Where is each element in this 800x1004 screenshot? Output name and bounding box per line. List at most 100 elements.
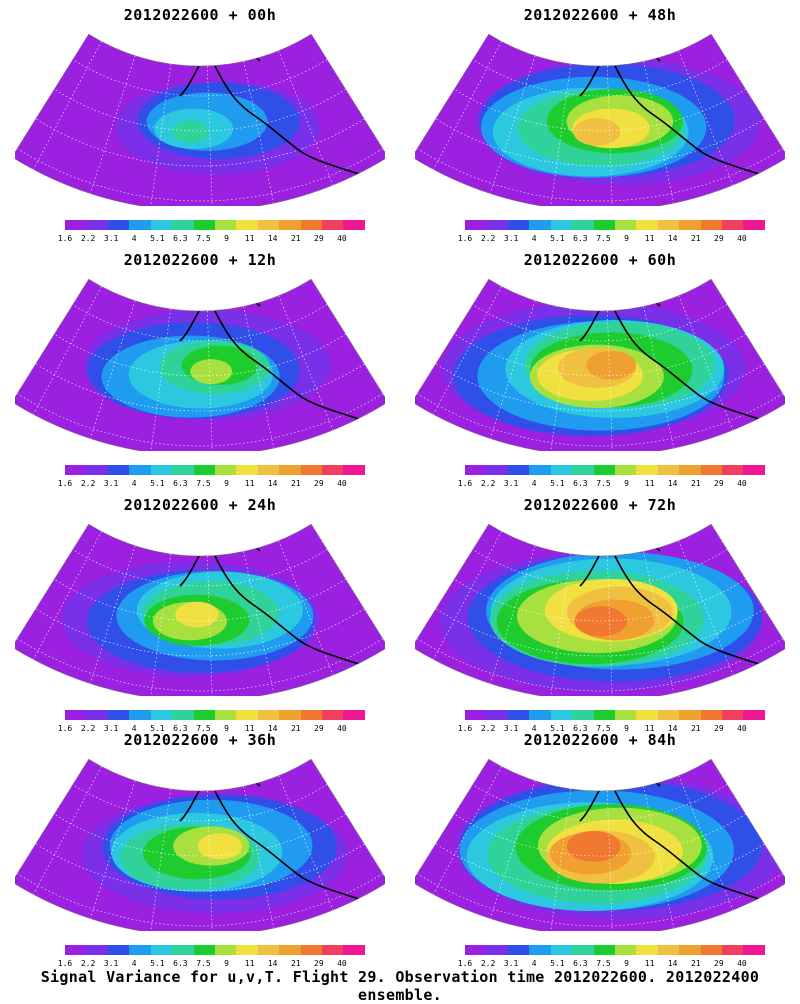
colorbar-swatch — [529, 945, 551, 955]
colorbar-swatch — [236, 710, 258, 720]
colorbar-swatch — [343, 710, 365, 720]
colorbar-swatch — [150, 465, 173, 475]
parallel-line — [54, 813, 346, 857]
colorbar-tick-label: 14 — [667, 479, 678, 488]
colorbar-swatch — [657, 465, 680, 475]
variance-map — [415, 278, 785, 451]
parallel-line — [454, 88, 746, 132]
colorbar-swatch — [614, 710, 637, 720]
colorbar-tick-label: 21 — [290, 479, 301, 488]
colorbar-swatch — [465, 465, 487, 475]
parallel-line — [472, 784, 728, 822]
colorbar-swatch — [107, 710, 130, 720]
variance-contour — [190, 359, 233, 385]
colorbar-swatch — [572, 220, 594, 230]
panel-48h: 2012022600 + 48h 1.6 2.2 3.1 4 5.1 6.3 7.5 9 11 1… — [405, 0, 795, 245]
colorbar-swatch — [636, 945, 658, 955]
meridian-line — [490, 300, 536, 439]
colorbar-swatch — [279, 465, 301, 475]
colorbar-swatch — [572, 710, 594, 720]
meridian-line — [33, 41, 102, 170]
colorbar-swatch — [107, 220, 130, 230]
panel-title: 2012022600 + 12h — [123, 251, 277, 269]
colorbar-tick-label: 9 — [624, 959, 629, 968]
colorbar-tick-label: 11 — [644, 724, 655, 733]
colorbar-tick-label: 7.5 — [196, 234, 211, 243]
meridian-line — [90, 780, 136, 919]
colorbar-swatch — [214, 710, 237, 720]
colorbar-swatch — [465, 710, 487, 720]
colorbar-swatch — [300, 710, 323, 720]
colorbar-swatch — [486, 465, 508, 475]
variance-map — [415, 758, 785, 931]
variance-map — [15, 523, 385, 696]
colorbar-swatch — [593, 220, 615, 230]
colorbar-swatch — [107, 945, 130, 955]
meridian-line — [207, 65, 213, 206]
colorbar-swatch — [743, 465, 765, 475]
colorbar-tick-label: 6.3 — [573, 234, 588, 243]
parallel-line — [454, 813, 746, 857]
colorbar-tick-label: 5.1 — [550, 479, 565, 488]
panel-84h: 2012022600 + 84h 1.6 2.2 3.1 4 5.1 6.3 7.5 9 11 1… — [405, 725, 795, 970]
parallel-line — [417, 148, 783, 202]
colorbar-swatch — [150, 710, 173, 720]
colorbar-tick-label: 29 — [714, 479, 724, 488]
colorbar-labels: 1.6 2.2 3.1 4 5.1 6.3 7.5 9 11 14 21 29 40 — [450, 724, 780, 734]
colorbar-swatch — [486, 710, 508, 720]
colorbar-tick-label: 4 — [531, 959, 537, 968]
meridian-line — [490, 545, 536, 684]
colorbar-swatch — [65, 220, 87, 230]
colorbar-swatch — [529, 465, 551, 475]
colorbar-swatch — [614, 945, 637, 955]
parallel-line — [417, 638, 783, 692]
colorbar-swatch — [300, 220, 323, 230]
colorbar-tick-label: 6.3 — [173, 959, 188, 968]
colorbar-tick-label: 2.2 — [480, 234, 496, 243]
map-outline — [415, 758, 785, 931]
variance-contour — [197, 833, 243, 860]
colorbar-swatch — [657, 945, 680, 955]
colorbar-swatch — [107, 465, 130, 475]
parallel-line — [417, 393, 783, 447]
colorbar-tick-label: 21 — [690, 479, 701, 488]
colorbar-tick-label: 1.6 — [457, 724, 473, 733]
variance-map — [15, 758, 385, 931]
colorbar-tick-label: 14 — [667, 234, 678, 243]
meridian-line — [207, 790, 213, 931]
colorbar-tick-label: 14 — [267, 959, 278, 968]
parallel-line — [17, 393, 383, 447]
colorbar-tick-label: 4 — [531, 234, 537, 243]
colorbar-tick-label: 7.5 — [596, 724, 611, 733]
meridian-line — [490, 780, 536, 919]
colorbar-swatch — [507, 945, 530, 955]
colorbar — [465, 945, 765, 955]
colorbar-tick-label: 29 — [314, 234, 324, 243]
colorbar-swatch — [572, 465, 594, 475]
variance-map — [415, 523, 785, 696]
colorbar-tick-label: 1.6 — [57, 479, 73, 488]
colorbar-swatch — [700, 465, 723, 475]
meridian-line — [433, 286, 502, 415]
meridian-line — [643, 551, 675, 694]
map-outline — [15, 758, 385, 931]
colorbar-swatch — [614, 465, 637, 475]
parallel-line — [454, 333, 746, 377]
colorbar-tick-label: 2.2 — [480, 479, 496, 488]
colorbar-tick-label: 1.6 — [457, 959, 473, 968]
colorbar-tick-label: 2.2 — [480, 959, 496, 968]
colorbar — [65, 465, 365, 475]
colorbar-swatch — [465, 945, 487, 955]
meridian-line — [150, 788, 172, 931]
colorbar-swatch — [679, 465, 701, 475]
colorbar-tick-label: 9 — [224, 959, 229, 968]
colorbar-tick-label: 40 — [737, 479, 747, 488]
panel-title: 2012022600 + 00h — [123, 6, 277, 24]
panel-title: 2012022600 + 24h — [123, 496, 277, 514]
colorbar-tick-label: 7.5 — [596, 959, 611, 968]
colorbar-tick-label: 5.1 — [150, 724, 165, 733]
variance-map — [415, 33, 785, 206]
colorbar-tick-label: 9 — [624, 234, 629, 243]
colorbar-swatch — [257, 945, 280, 955]
colorbar-swatch — [129, 710, 151, 720]
